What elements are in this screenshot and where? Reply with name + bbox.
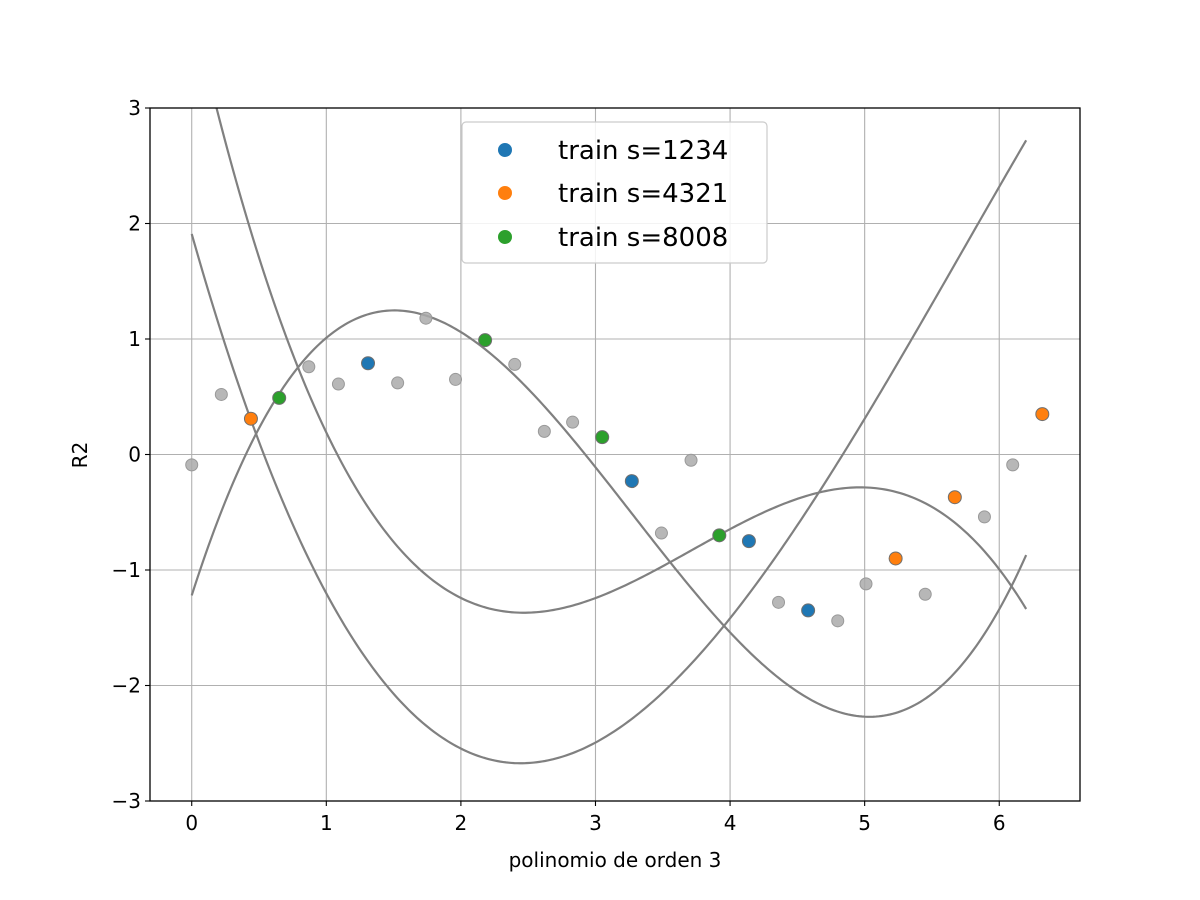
train-point-series-3 <box>595 430 610 445</box>
data-point <box>566 415 580 429</box>
data-point <box>831 614 845 628</box>
train-point-series-1 <box>624 474 639 489</box>
train-points <box>243 333 1050 618</box>
ticks: 0 1 2 3 4 5 6 −3 −2 −1 0 1 2 3 <box>112 96 1006 835</box>
train-point-series-1 <box>361 356 376 371</box>
train-point-series-3 <box>478 333 493 348</box>
y-tick-label: 0 <box>128 443 141 467</box>
train-point-series-3 <box>272 390 287 405</box>
train-point-series-1 <box>801 603 816 618</box>
y-tick-label: 1 <box>128 327 141 351</box>
data-point <box>772 595 786 609</box>
y-tick-label: −3 <box>112 789 141 813</box>
data-point <box>419 311 433 325</box>
train-point-series-1 <box>741 534 756 549</box>
x-tick-label: 3 <box>589 811 602 835</box>
train-point-series-2 <box>243 411 258 426</box>
data-point <box>185 458 199 472</box>
train-point-series-2 <box>1035 407 1050 422</box>
train-point-series-3 <box>712 528 727 543</box>
data-point <box>977 510 991 524</box>
fit-curve-3 <box>215 108 1028 614</box>
data-point <box>449 372 463 386</box>
legend: train s=1234 train s=4321 train s=8008 <box>461 121 768 264</box>
x-tick-label: 6 <box>993 811 1006 835</box>
data-point <box>331 377 345 391</box>
train-point-series-2 <box>888 551 903 566</box>
x-axis-label: polinomio de orden 3 <box>509 848 722 872</box>
legend-label-s1234: train s=1234 <box>558 136 728 166</box>
x-tick-label: 5 <box>858 811 871 835</box>
data-point <box>859 577 873 591</box>
fit-curves <box>190 108 1028 765</box>
legend-label-s8008: train s=8008 <box>558 223 728 253</box>
legend-marker-s8008 <box>498 230 512 244</box>
legend-box <box>461 121 768 264</box>
y-tick-label: −1 <box>112 558 141 582</box>
data-point <box>214 387 228 401</box>
fit-curve-2 <box>190 309 1028 718</box>
fit-curve-1 <box>190 139 1028 765</box>
train-point-series-2 <box>947 490 962 505</box>
legend-marker-s1234 <box>498 143 512 157</box>
data-point <box>302 360 316 374</box>
x-tick-label: 1 <box>320 811 333 835</box>
data-point <box>1006 458 1020 472</box>
y-tick-label: 2 <box>128 212 141 236</box>
y-tick-label: 3 <box>128 96 141 120</box>
data-point <box>654 526 668 540</box>
y-axis-label: R2 <box>68 442 92 469</box>
x-tick-label: 4 <box>724 811 737 835</box>
data-point <box>391 376 405 390</box>
legend-marker-s4321 <box>498 186 512 200</box>
x-tick-label: 0 <box>185 811 198 835</box>
legend-label-s4321: train s=4321 <box>558 179 728 209</box>
data-point <box>508 357 522 371</box>
x-tick-label: 2 <box>455 811 468 835</box>
data-point <box>684 453 698 467</box>
data-point <box>537 424 551 438</box>
data-point <box>918 587 932 601</box>
y-tick-label: −2 <box>112 674 141 698</box>
